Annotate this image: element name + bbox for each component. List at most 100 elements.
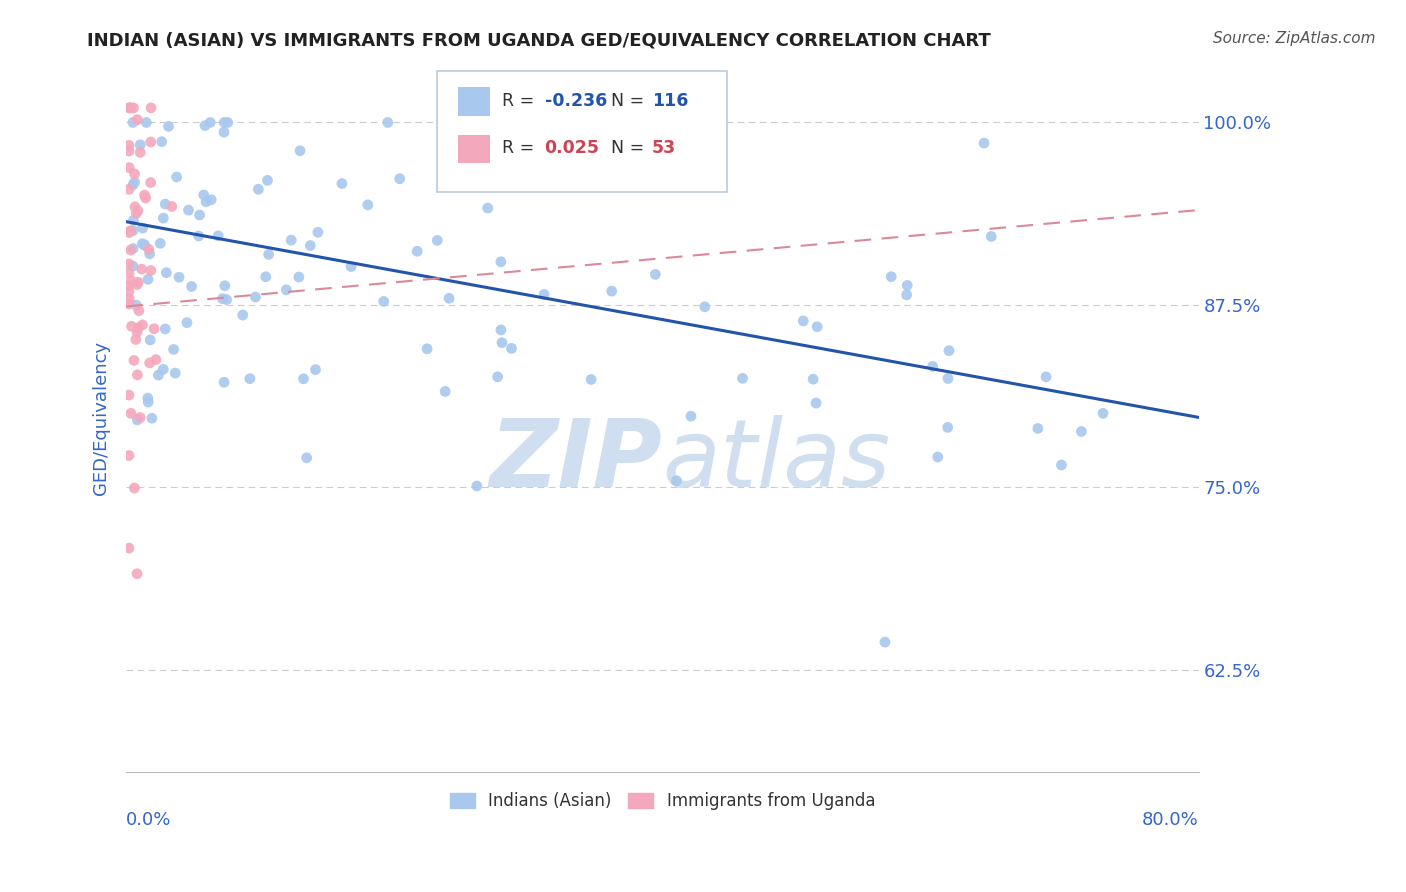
Point (138, 356, 160, 370)
Point (506, 140, 529, 154)
Text: INDIAN (ASIAN) VS IMMIGRANTS FROM UGANDA GED/EQUIVALENCY CORRELATION CHART: INDIAN (ASIAN) VS IMMIGRANTS FROM UGANDA… (87, 31, 991, 49)
Point (139, 101, 162, 115)
Point (973, 136, 995, 150)
Point (120, 274, 142, 288)
Point (118, 285, 141, 299)
Point (129, 137, 152, 152)
Text: N =: N = (612, 139, 650, 157)
Point (304, 362, 326, 376)
Text: Source: ZipAtlas.com: Source: ZipAtlas.com (1212, 31, 1375, 46)
Point (489, 323, 512, 337)
Point (118, 226, 141, 240)
Point (139, 135, 162, 149)
Point (600, 284, 623, 298)
Point (177, 203, 200, 218)
Point (127, 203, 149, 218)
Point (180, 279, 202, 293)
Point (118, 292, 141, 306)
Point (125, 298, 148, 312)
Point (644, 268, 666, 282)
Point (1026, 421, 1049, 435)
Point (873, 635, 896, 649)
Point (118, 449, 141, 463)
Point (136, 395, 159, 409)
Point (143, 322, 166, 336)
Point (176, 316, 198, 330)
Point (373, 294, 395, 309)
Point (188, 208, 211, 222)
Point (193, 188, 215, 202)
Point (136, 391, 159, 405)
Point (134, 238, 156, 252)
Point (125, 566, 148, 581)
Point (665, 474, 688, 488)
Point (1070, 425, 1092, 439)
Point (129, 410, 152, 425)
Point (136, 272, 159, 286)
Point (465, 479, 488, 493)
Point (477, 201, 499, 215)
Point (927, 450, 949, 464)
Text: 53: 53 (652, 139, 676, 157)
Point (254, 269, 277, 284)
Point (295, 450, 318, 465)
Point (127, 413, 149, 427)
Point (125, 206, 148, 220)
Point (921, 359, 943, 374)
Point (118, 388, 141, 402)
Point (801, 372, 824, 386)
Point (276, 283, 298, 297)
Point (124, 481, 146, 495)
Point (491, 335, 513, 350)
Point (486, 369, 509, 384)
Point (120, 224, 142, 238)
Point (152, 362, 174, 376)
Point (489, 254, 512, 268)
Text: 116: 116 (652, 92, 688, 110)
Point (155, 197, 177, 211)
Point (501, 342, 523, 356)
Point (232, 308, 254, 322)
FancyBboxPatch shape (457, 135, 489, 163)
Point (212, 376, 235, 390)
Point (299, 238, 322, 252)
Point (292, 372, 315, 386)
Text: -0.236: -0.236 (544, 92, 607, 110)
Point (127, 368, 149, 382)
Point (118, 182, 141, 196)
Point (120, 406, 142, 420)
Point (936, 420, 959, 434)
Text: atlas: atlas (662, 415, 891, 506)
Point (125, 333, 148, 347)
Point (138, 242, 160, 256)
Point (804, 396, 827, 410)
Point (139, 333, 162, 347)
Point (280, 233, 302, 247)
Point (122, 178, 145, 192)
Point (880, 269, 903, 284)
Point (118, 278, 141, 293)
Point (162, 343, 184, 357)
Point (135, 191, 157, 205)
Point (122, 101, 145, 115)
Point (122, 213, 145, 227)
Point (247, 182, 270, 196)
Point (122, 259, 145, 273)
Point (936, 371, 959, 385)
Point (896, 278, 918, 293)
Point (288, 144, 311, 158)
Point (153, 322, 176, 336)
Point (693, 300, 716, 314)
Point (127, 112, 149, 127)
Point (388, 171, 411, 186)
Point (139, 176, 162, 190)
Point (127, 320, 149, 334)
Point (139, 263, 162, 277)
Point (406, 244, 429, 259)
Point (134, 238, 156, 252)
Point (340, 260, 363, 274)
Point (200, 193, 222, 207)
Point (131, 262, 153, 277)
Point (125, 277, 148, 292)
FancyBboxPatch shape (457, 87, 489, 116)
